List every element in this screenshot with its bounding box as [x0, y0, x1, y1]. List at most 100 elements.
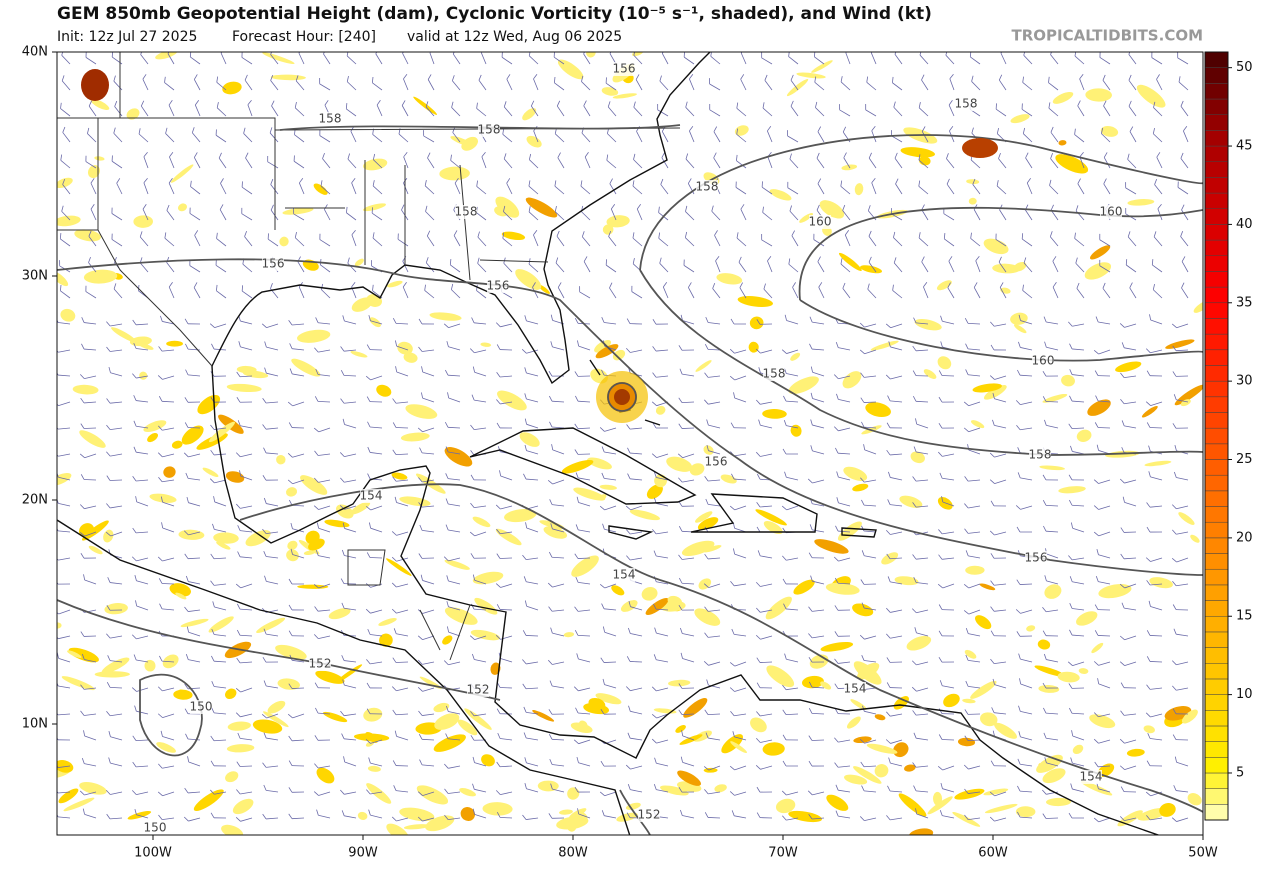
barb-shaft — [1050, 54, 1059, 65]
barb-shaft — [214, 660, 227, 663]
barb-shaft — [161, 400, 175, 403]
barb-shaft — [994, 661, 1007, 665]
barb-shaft — [708, 661, 721, 666]
wind-barb — [761, 52, 773, 65]
wind-barb — [107, 655, 123, 663]
barb-shaft — [318, 791, 331, 796]
barb-flag — [367, 446, 371, 453]
contour-label-bg — [360, 489, 382, 503]
barb-shaft — [1126, 264, 1137, 273]
barb-shaft — [478, 80, 487, 91]
barb-flag — [269, 127, 273, 134]
vorticity-blob — [730, 741, 747, 754]
barb-flag — [1093, 479, 1099, 484]
barb-flag — [160, 315, 163, 322]
barb-flag — [522, 814, 527, 820]
vorticity-blob — [444, 447, 473, 467]
vorticity-blob — [227, 721, 251, 731]
barb-flag — [807, 790, 813, 796]
barb-flag — [522, 683, 527, 689]
barb-flag — [783, 395, 787, 402]
barb-shaft — [786, 608, 799, 611]
barb-shaft — [552, 400, 565, 403]
wind-barb — [651, 453, 669, 458]
barb-shaft — [164, 237, 175, 247]
barb-shaft — [188, 531, 201, 536]
wind-barb — [1042, 630, 1059, 637]
barb-shaft — [395, 713, 409, 716]
barb-shaft — [370, 452, 383, 455]
wind-barb — [262, 813, 279, 820]
barb-shaft — [578, 477, 591, 481]
barb-shaft — [1079, 156, 1085, 169]
barb-shaft — [500, 583, 513, 588]
vorticity-blob — [1037, 639, 1051, 650]
wind-barb — [740, 204, 747, 221]
barb-flag — [548, 370, 553, 377]
wind-barb — [938, 734, 955, 741]
barb-flag — [186, 496, 189, 503]
barb-shaft — [266, 580, 279, 585]
wind-barb — [423, 130, 435, 143]
wind-barb — [403, 73, 409, 91]
barb-flag — [736, 154, 738, 161]
vorticity-blob — [63, 797, 95, 812]
barb-shaft — [996, 185, 1007, 195]
wind-barb — [158, 346, 175, 352]
wind-barb — [1119, 661, 1137, 666]
barb-shaft — [450, 264, 461, 273]
barb-shaft — [734, 397, 747, 403]
barb-flag — [989, 479, 995, 484]
barb-shaft — [945, 54, 955, 65]
barb-flag — [911, 686, 917, 692]
barb-shaft — [1046, 346, 1059, 351]
wind-barb — [577, 808, 591, 819]
barb-flag — [1069, 576, 1073, 582]
barb-shaft — [968, 427, 981, 433]
barb-flag — [601, 603, 605, 609]
barb-shaft — [812, 686, 825, 689]
wind-barb — [1120, 372, 1137, 378]
barb-shaft — [661, 53, 669, 65]
barb-shaft — [864, 375, 877, 378]
barb-flag — [549, 758, 553, 765]
barb-flag — [685, 205, 688, 212]
vorticity-blob — [83, 269, 118, 284]
wind-barb — [636, 204, 643, 221]
barb-flag — [194, 230, 199, 236]
wind-barb — [601, 603, 617, 611]
wind-barb — [937, 583, 955, 589]
vorticity-blob — [1174, 384, 1203, 406]
barb-shaft — [761, 57, 773, 65]
barb-flag — [912, 554, 917, 560]
barb-shaft — [890, 323, 903, 329]
vorticity-blob — [57, 215, 81, 227]
vorticity-blob — [923, 369, 937, 379]
barb-flag — [661, 152, 665, 158]
barb-shaft — [136, 605, 149, 611]
barb-shaft — [90, 182, 97, 195]
barb-flag — [704, 372, 709, 378]
barb-flag — [424, 284, 426, 291]
barb-flag — [495, 322, 501, 328]
barb-shaft — [813, 239, 825, 247]
wind-barb — [939, 472, 955, 481]
barb-shaft — [968, 791, 981, 794]
colorbar-band — [1204, 318, 1229, 335]
barb-flag — [270, 74, 274, 81]
wind-barb — [736, 154, 747, 169]
barb-shaft — [1124, 479, 1137, 484]
barb-flag — [633, 101, 636, 108]
wind-barb — [1018, 341, 1033, 351]
barb-flag — [965, 680, 969, 687]
barb-flag — [391, 531, 397, 536]
vorticity-blob — [894, 576, 919, 586]
wind-barb — [528, 206, 539, 221]
barb-shaft — [812, 479, 825, 484]
barb-flag — [575, 707, 579, 714]
barb-shaft — [84, 687, 97, 690]
wind-barb — [1021, 103, 1033, 117]
wind-barb — [528, 52, 539, 65]
colorbar-band — [1204, 694, 1229, 711]
